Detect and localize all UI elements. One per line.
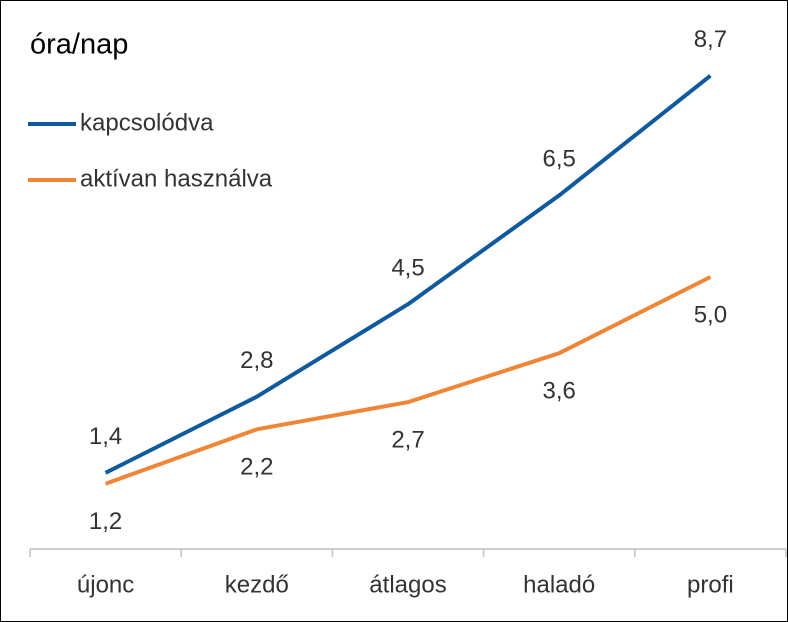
data-line <box>104 275 712 486</box>
x-tick-label: újonc <box>77 571 134 598</box>
data-label: 3,6 <box>543 378 576 405</box>
legend-label: aktívan használva <box>80 165 273 192</box>
data-label: 5,0 <box>694 301 727 328</box>
data-label: 6,5 <box>543 146 576 173</box>
x-tick-label: átlagos <box>369 571 446 598</box>
x-tick-label: haladó <box>523 571 595 598</box>
data-label: 2,2 <box>240 454 273 481</box>
chart-title: óra/nap <box>30 29 128 61</box>
data-label: 1,2 <box>89 508 122 535</box>
data-line <box>104 74 712 475</box>
data-label: 1,4 <box>89 423 122 450</box>
data-label: 2,8 <box>240 347 273 374</box>
data-label: 8,7 <box>694 26 727 53</box>
x-tick-label: profi <box>687 571 734 598</box>
x-tick-label: kezdő <box>225 571 289 598</box>
legend-label: kapcsolódva <box>80 109 214 136</box>
data-label: 2,7 <box>391 426 424 453</box>
data-label: 4,5 <box>391 255 424 282</box>
